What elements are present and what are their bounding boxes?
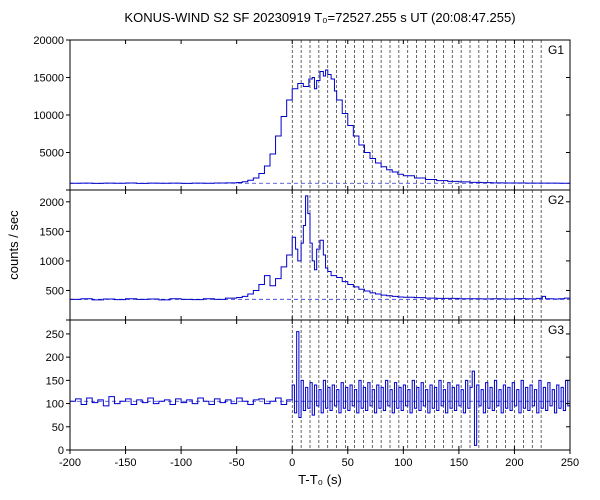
- ytick-label: 15000: [33, 73, 64, 85]
- panel-label-G1: G1: [548, 43, 564, 57]
- panel-G3-frame: [70, 320, 570, 450]
- panel-label-G2: G2: [548, 193, 564, 207]
- ytick-label: 2000: [40, 197, 64, 209]
- series-G2: [70, 196, 570, 300]
- panel-G1-frame: [70, 40, 570, 190]
- ytick-label: 0: [58, 445, 64, 457]
- xtick-label: -50: [229, 457, 245, 469]
- xtick-label: -200: [59, 457, 81, 469]
- ytick-label: 500: [46, 285, 64, 297]
- ytick-label: 5000: [40, 148, 64, 160]
- ytick-label: 250: [46, 329, 64, 341]
- series-G3: [70, 332, 570, 446]
- ytick-label: 150: [46, 375, 64, 387]
- ytick-label: 200: [46, 352, 64, 364]
- ytick-label: 1500: [40, 226, 64, 238]
- y-axis-label: counts / sec: [6, 210, 21, 280]
- panel-G2-frame: [70, 190, 570, 320]
- series-G1: [70, 70, 570, 183]
- xtick-label: -100: [170, 457, 192, 469]
- xtick-label: 0: [289, 457, 295, 469]
- xtick-label: 100: [394, 457, 412, 469]
- ytick-label: 1000: [40, 256, 64, 268]
- panel-label-G3: G3: [548, 323, 564, 337]
- ytick-label: 50: [52, 422, 64, 434]
- chart-container: KONUS-WIND S2 SF 20230919 T₀=72527.255 s…: [0, 0, 600, 500]
- ytick-label: 10000: [33, 110, 64, 122]
- ytick-label: 100: [46, 399, 64, 411]
- xtick-label: -150: [115, 457, 137, 469]
- x-axis-label: T-T₀ (s): [298, 472, 342, 487]
- chart-svg: KONUS-WIND S2 SF 20230919 T₀=72527.255 s…: [0, 0, 600, 500]
- xtick-label: 150: [450, 457, 468, 469]
- xtick-label: 50: [342, 457, 354, 469]
- xtick-label: 250: [561, 457, 579, 469]
- chart-title: KONUS-WIND S2 SF 20230919 T₀=72527.255 s…: [124, 10, 515, 25]
- xtick-label: 200: [505, 457, 523, 469]
- ytick-label: 20000: [33, 35, 64, 47]
